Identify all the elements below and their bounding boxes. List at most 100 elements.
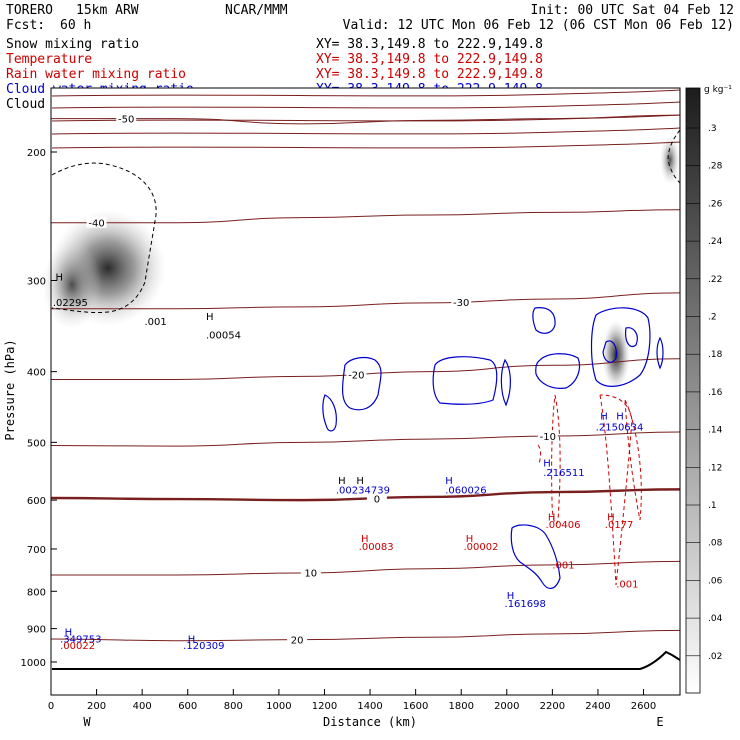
colorbar-label: .04	[708, 614, 723, 624]
y-tick-label: 500	[27, 438, 46, 449]
cloud-water-contour-5	[532, 307, 556, 334]
x-tick-label: 200	[87, 701, 106, 712]
annotation-label: H	[445, 476, 453, 487]
x-tick-label: 2600	[631, 701, 656, 712]
colorbar-unit: g kg⁻¹	[704, 85, 732, 95]
colorbar-label: .18	[708, 350, 723, 360]
colorbar-label: .22	[708, 275, 722, 285]
annotation-label: H	[188, 634, 196, 645]
colorbar-labels: .3 .28 .26 .24 .22 .2 .18 .16 .14 .12 .1 .08 .06 .04.…	[686, 124, 723, 662]
annotation-label: .2150634	[596, 423, 644, 434]
y-tick-label: 1000	[21, 658, 46, 669]
temperature-label: -40	[88, 219, 104, 230]
snow-shading-west-edge	[42, 240, 102, 330]
contour-label-bg	[346, 368, 367, 380]
annotation-label: .00022	[60, 641, 95, 652]
contour-label-bg	[287, 633, 308, 645]
y-tick-label: 200	[27, 148, 46, 159]
annotation-label: H	[466, 534, 474, 545]
x-tick-label: 400	[133, 701, 152, 712]
cloud-ice-contour-top-right	[667, 129, 681, 184]
y-axis-title: Pressure (hPa)	[3, 339, 17, 440]
upper-contour-line	[51, 127, 681, 135]
annotation-label: H	[356, 476, 364, 487]
colorbar-label: .24	[708, 237, 723, 247]
annotation-label: H	[548, 513, 556, 524]
annotation-label: .216511	[543, 468, 584, 479]
valid-time: Valid: 12 UTC Mon 06 Feb 12 (06 CST Mon …	[343, 18, 734, 33]
rain-contour-3	[624, 399, 642, 521]
annotation-label: H	[616, 411, 624, 422]
x-tick-label: 1400	[357, 701, 382, 712]
temperature-label: -20	[348, 370, 364, 381]
plot-area: -50 -40 -30 -20 -10 0 10 20 H .02295 .001 H .00054 H…	[42, 87, 681, 696]
colorbar-label: .16	[708, 388, 723, 398]
temperature-label: -50	[118, 115, 134, 126]
contour-label-bg	[300, 566, 321, 578]
temperature-labels: -50 -40 -30 -20 -10 0 10 20	[86, 112, 558, 647]
x-axis-title: Distance (km)	[323, 715, 417, 729]
annotation-label: H	[607, 513, 615, 524]
field-xy: XY= 38.3,149.8 to 222.9,149.8	[316, 67, 543, 82]
colorbar-label: .26	[708, 199, 723, 209]
colorbar-label: .3	[708, 124, 717, 134]
x-tick-label: 2000	[494, 701, 519, 712]
y-tick-label: 900	[27, 625, 46, 636]
upper-contour-line	[51, 89, 681, 97]
annotation-label: H	[206, 312, 214, 323]
rain-water-contours	[537, 394, 642, 586]
field-name: Temperature	[6, 52, 92, 67]
annotation-label: H	[56, 272, 64, 283]
decorative-upper-lines	[51, 89, 681, 149]
annotation-label: .001	[144, 317, 166, 328]
cloud-ice-contour-west	[51, 162, 157, 313]
colorbar-label: .28	[708, 162, 723, 172]
temperature-label: 0	[374, 494, 380, 505]
field-xy: XY= 38.3,149.8 to 222.9,149.8	[316, 52, 543, 67]
cloud-water-contour-8	[602, 340, 617, 363]
contour-label-bg	[537, 430, 558, 442]
x-tick-label: 1800	[448, 701, 473, 712]
cloud-water-contours	[322, 307, 664, 589]
annotation-label: .349753	[60, 634, 101, 645]
cloud-ice-contours	[51, 129, 681, 313]
cloud-water-contour-1	[342, 356, 382, 411]
cloud-water-contour-7	[590, 307, 651, 387]
temperature-contour	[50, 629, 681, 642]
colorbar: g kg⁻¹ .3 .28 .26 .24 .22 .2 .18 .16 .14 .12 .1 .08…	[685, 85, 732, 694]
colorbar-label: .2	[708, 313, 717, 323]
model-name: TORERO	[6, 3, 53, 18]
annotation-label: .001	[616, 579, 638, 590]
colorbar-label: .12	[708, 463, 722, 473]
west-label: W	[83, 715, 91, 729]
terrain-line	[52, 650, 681, 670]
annotation-label: .00002	[463, 542, 498, 553]
upper-contour-line	[51, 101, 681, 109]
y-tick-label: 700	[27, 545, 46, 556]
temperature-contours	[50, 114, 681, 642]
cloud-water-contour-9	[625, 327, 638, 348]
temperature-label: -30	[453, 298, 469, 309]
x-tick-label: 1000	[266, 701, 291, 712]
forecast-hour: 60 h	[60, 18, 91, 33]
y-tick-label: 600	[27, 496, 46, 507]
annotation-label: .00083	[359, 542, 394, 553]
y-tick-label: 300	[27, 276, 46, 287]
annotation-label: .0177	[605, 520, 634, 531]
x-tick-label: 600	[178, 701, 197, 712]
cloud-water-contour-6	[535, 353, 581, 389]
colorbar-ramp	[685, 87, 701, 694]
colorbar-label: .08	[708, 539, 723, 549]
x-tick-label: 0	[48, 701, 54, 712]
organization: NCAR/MMM	[225, 3, 288, 18]
field-xy: XY= 38.3,149.8 to 222.9,149.8	[316, 37, 543, 52]
colorbar-label: .02	[708, 652, 722, 662]
y-tick-label: 400	[27, 368, 46, 379]
contour-label-bg	[451, 295, 472, 307]
temperature-label: 20	[291, 636, 304, 647]
forecast-label: Fcst:	[6, 18, 45, 33]
upper-contour-line	[51, 141, 681, 149]
cloud-water-contour-4	[500, 358, 511, 407]
